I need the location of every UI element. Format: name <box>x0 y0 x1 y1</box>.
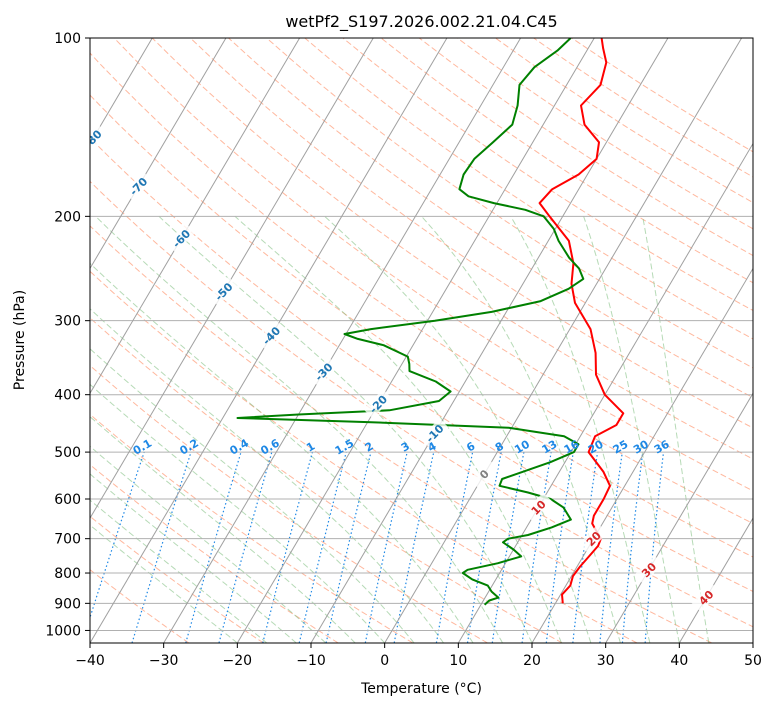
moist-adiabat-line <box>158 215 533 643</box>
isotherm-label-bg <box>208 276 238 306</box>
moist-adiabat-line <box>90 308 444 643</box>
temperature-profile <box>538 38 625 604</box>
x-axis-ticks: −40 −30 −20 −10 0 10 20 30 40 50 <box>75 643 762 669</box>
y-tick-label: 900 <box>54 596 81 612</box>
isotherm-label-bg <box>363 389 393 419</box>
mixing-ratio-line <box>218 451 273 643</box>
moist-adiabat-line <box>90 499 268 643</box>
mixing-ratio-line <box>325 451 372 643</box>
y-tick-label: 700 <box>54 532 81 548</box>
moist-adiabat-line <box>583 216 680 643</box>
isotherm-line <box>163 38 522 643</box>
x-tick-label: 30 <box>597 653 615 669</box>
isotherms <box>90 38 753 643</box>
isotherm-label-bg <box>123 171 153 201</box>
dry-adiabat-line <box>90 515 264 643</box>
dry-adiabat-line <box>90 225 712 643</box>
x-axis-label: Temperature (°C) <box>360 681 482 697</box>
x-tick-label: 20 <box>523 653 541 669</box>
moist-adiabat-line <box>90 445 327 643</box>
moist-adiabat-line <box>90 524 238 643</box>
isotherm-label-bg <box>419 418 449 448</box>
isotherm-label-bg <box>634 554 663 585</box>
isotherm-line <box>605 392 753 643</box>
dry-adiabat-line <box>90 317 563 643</box>
dry-adiabat-line <box>380 38 753 284</box>
moist-adiabat-line <box>90 262 474 643</box>
mixing-ratio-line <box>572 452 599 643</box>
x-tick-label: −40 <box>75 653 105 669</box>
isotherm-label-bg <box>691 582 721 612</box>
isotherm-line <box>678 517 753 643</box>
isotherm-label-bg <box>523 492 553 522</box>
x-tick-label: 10 <box>449 653 467 669</box>
moist-adiabat-line <box>90 416 356 643</box>
x-tick-label: −30 <box>149 653 179 669</box>
moist-adiabat-line <box>234 215 562 643</box>
x-tick-label: −10 <box>296 653 326 669</box>
pressure-gridlines <box>90 38 753 631</box>
y-tick-label: 800 <box>54 566 81 582</box>
isotherm-line <box>457 142 753 643</box>
x-tick-label: 50 <box>744 653 762 669</box>
y-tick-label: 400 <box>54 388 81 404</box>
x-tick-label: −20 <box>223 653 253 669</box>
mixing-ratio-line <box>185 451 242 643</box>
moist-adiabat-line <box>90 348 415 643</box>
isotherm-label-bg <box>578 523 608 553</box>
isotherm-line <box>236 38 595 643</box>
moist-adiabat-line <box>510 216 651 643</box>
y-tick-label: 500 <box>54 445 81 461</box>
dry-adiabat-line <box>151 38 753 460</box>
y-axis-label: Pressure (hPa) <box>12 290 28 390</box>
isotherm-label-bg <box>90 123 107 154</box>
dewpoint-profile <box>236 38 585 606</box>
isotherm-label-bg <box>256 320 286 350</box>
y-tick-label: 600 <box>54 492 81 508</box>
isotherm-label-bg <box>308 356 338 387</box>
isotherm-label-bg <box>166 223 196 253</box>
plot-frame <box>89 37 754 644</box>
dry-adiabat-line <box>90 270 638 643</box>
y-tick-label: 200 <box>54 209 81 225</box>
x-tick-label: 40 <box>670 653 688 669</box>
isotherm-line <box>310 38 669 643</box>
dry-adiabat-line <box>90 464 339 643</box>
dry-adiabat-line <box>228 38 753 399</box>
y-axis-ticks: 100 200 300 400 500 600 700 800 900 1000 <box>45 31 90 639</box>
chart-title: wetPf2_S197.2026.002.21.04.C45 <box>285 12 557 32</box>
moist-adiabat-line <box>324 215 592 643</box>
y-tick-label: 100 <box>54 31 81 47</box>
x-tick-label: 0 <box>380 653 389 669</box>
mixing-ratio-line <box>599 452 623 643</box>
dry-adiabat-line <box>90 94 753 558</box>
y-tick-label: 1000 <box>45 623 81 639</box>
mixing-ratio-line <box>621 452 644 643</box>
dry-adiabat-line <box>90 364 488 643</box>
isotherm-label-bg <box>469 459 499 489</box>
mixing-ratio-line <box>262 451 313 643</box>
plot-area: -100-90-80-70-60-50-40-30-20-10010203040… <box>90 38 753 643</box>
isotherm-line <box>90 38 227 270</box>
isotherm-line <box>384 38 743 643</box>
isotherm-line <box>90 38 301 395</box>
mixing-ratio-line <box>364 451 408 643</box>
y-tick-label: 300 <box>54 314 81 330</box>
mixing-ratio-line <box>545 452 574 643</box>
moist-adiabat-line <box>421 215 621 643</box>
moist-adiabat-line <box>90 473 297 643</box>
dry-adiabat-line <box>304 38 753 340</box>
mixing-ratio-line <box>131 451 192 643</box>
mixing-ratio-line <box>298 451 347 643</box>
sounding-profiles <box>236 38 625 606</box>
moist-adiabats <box>90 215 710 643</box>
dry-adiabat-line <box>113 38 753 492</box>
dry-adiabats <box>90 38 753 643</box>
isotherm-line <box>90 38 374 520</box>
mixing-ratio-line <box>644 452 665 643</box>
